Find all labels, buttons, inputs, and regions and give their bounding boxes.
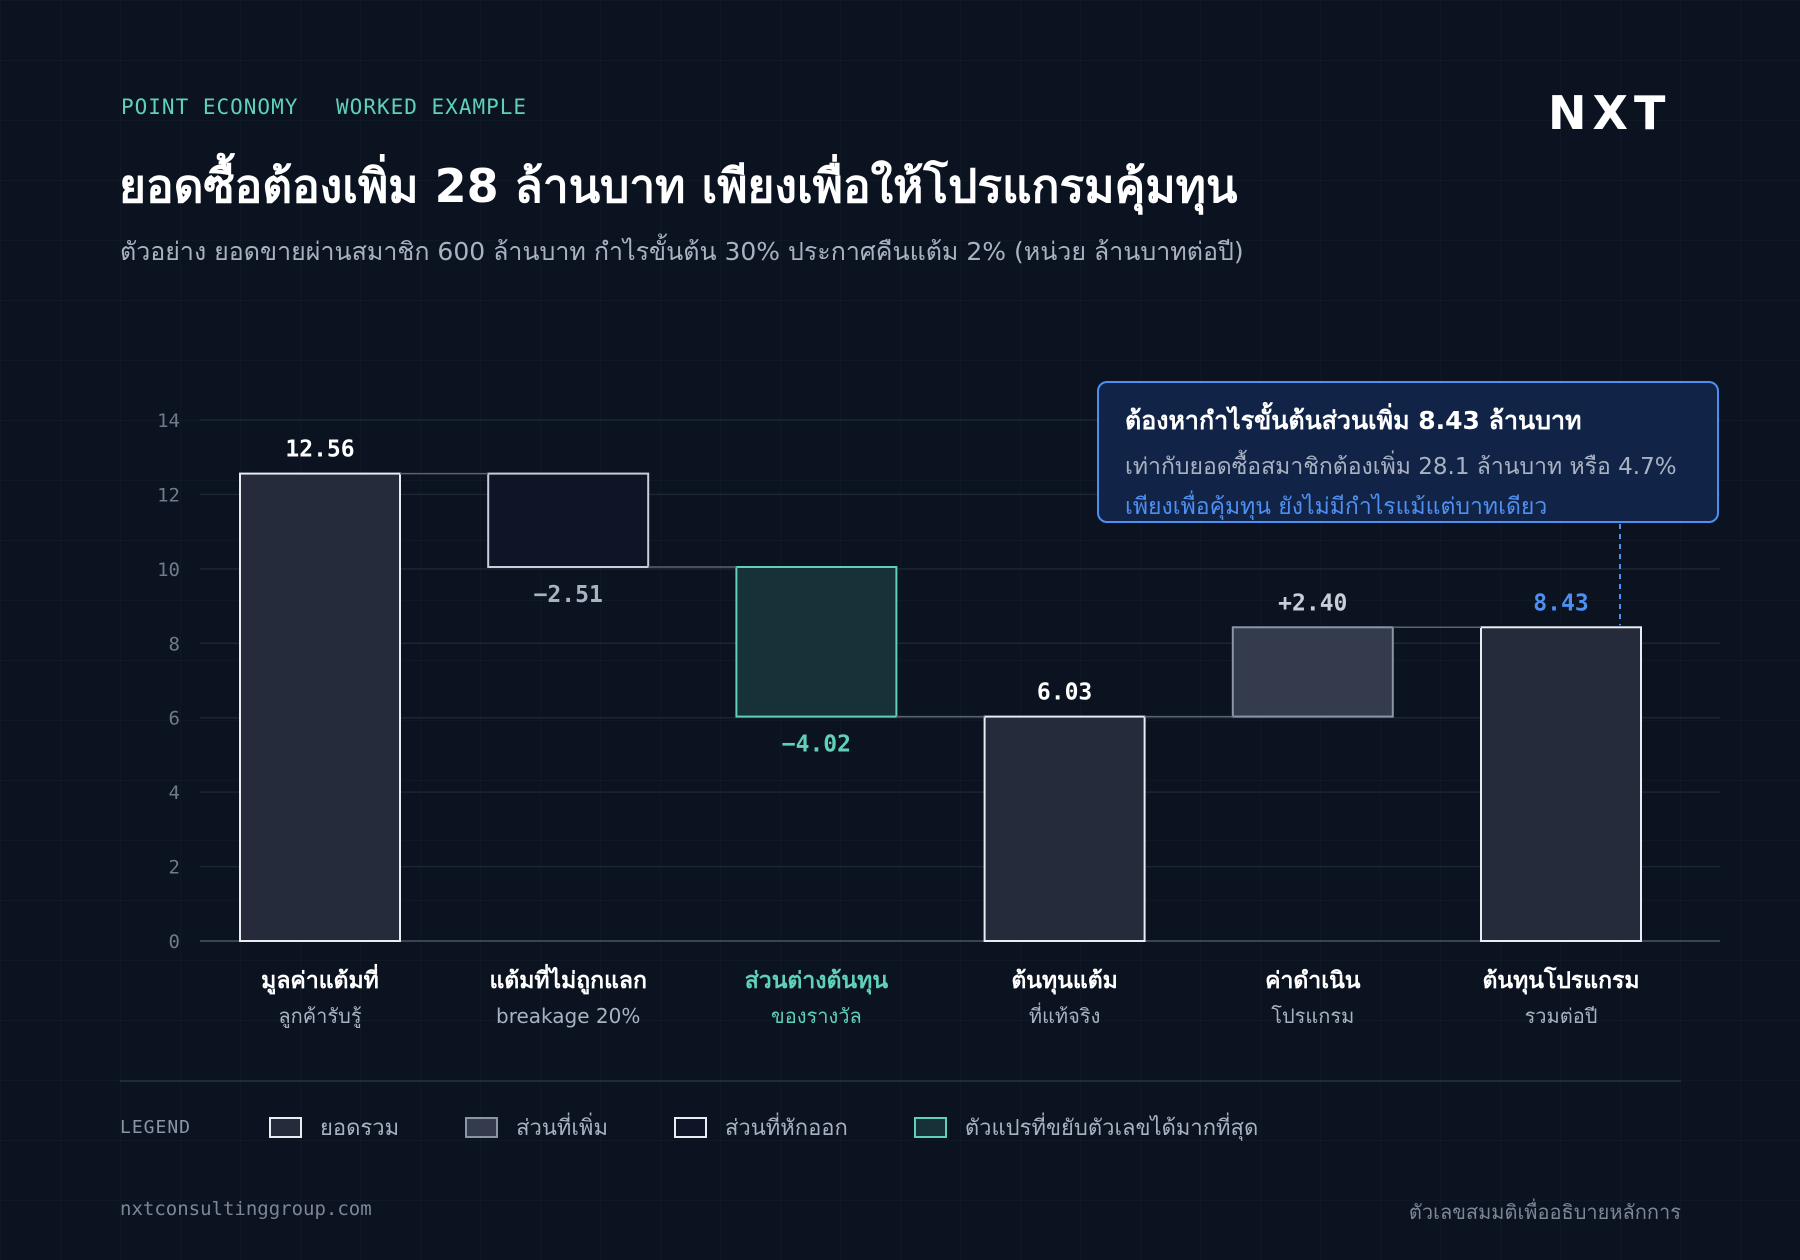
data-label: 6.03 — [1037, 680, 1092, 706]
callout-accent: เพียงเพื่อคุ้มทุน ยังไม่มีกำไรแม้แต่บาทเ… — [1125, 494, 1548, 520]
x-tick-label: แต้มที่ไม่ถูกแลก — [489, 963, 647, 995]
x-tick-sublabel: breakage 20% — [496, 1004, 640, 1028]
x-tick-sublabel: ลูกค้ารับรู้ — [278, 1004, 361, 1029]
data-label: 8.43 — [1533, 590, 1588, 616]
legend-text-decrease: ส่วนที่หักออก — [724, 1115, 848, 1141]
x-tick-label: ต้นทุนแต้ม — [1011, 968, 1117, 995]
y-tick-label: 8 — [169, 633, 180, 655]
y-tick-label: 4 — [169, 782, 180, 804]
y-tick-label: 0 — [169, 931, 180, 953]
y-tick-label: 2 — [169, 857, 180, 879]
data-label: +2.40 — [1278, 590, 1347, 616]
y-tick-label: 10 — [157, 559, 180, 581]
waterfall-chart: 0 2 4 6 8 10 12 14 12.56 มูลค่าแต้มที่ลูกค้ารับรู… — [157, 410, 1720, 1029]
legend-item-decrease: ส่วนที่หักออก — [673, 1110, 848, 1145]
eyebrow: POINT ECONOMY WORKED EXAMPLE — [121, 95, 527, 119]
legend: LEGEND ยอดรวม ส่วนที่เพิ่ม ส่วนที่หักออก… — [120, 1110, 1324, 1144]
footer-note: ตัวเลขสมมติเพื่ออธิบายหลักการ — [1408, 1200, 1681, 1224]
x-tick-sublabel: ของรางวัล — [771, 1004, 862, 1028]
bar — [487, 472, 650, 568]
x-tick-label: ต้นทุนโปรแกรม — [1482, 966, 1639, 995]
legend-text-highlight: ตัวแปรที่ขยับตัวเลขได้มากที่สุด — [964, 1115, 1259, 1141]
y-tick-label: 6 — [169, 708, 180, 730]
data-label: 12.56 — [285, 437, 354, 463]
legend-item-highlight: ตัวแปรที่ขยับตัวเลขได้มากที่สุด — [913, 1110, 1259, 1145]
footer-website: nxtconsultinggroup.com — [120, 1198, 372, 1220]
brand-logo: NXT — [1548, 86, 1672, 140]
x-tick-sublabel: รวมต่อปี — [1525, 1004, 1598, 1028]
y-tick-label: 12 — [157, 484, 180, 506]
bar — [1480, 626, 1642, 942]
legend-label: LEGEND — [120, 1116, 192, 1138]
x-tick-label: ค่าดำเนิน — [1265, 968, 1361, 994]
x-tick-label: ส่วนต่างต้นทุน — [745, 968, 889, 995]
x-tick-sublabel: ที่แท้จริง — [1029, 1002, 1100, 1028]
callout-detail: เท่ากับยอดซื้อสมาชิกต้องเพิ่ม 28.1 ล้านบ… — [1125, 454, 1677, 480]
legend-swatch-highlight — [913, 1116, 947, 1138]
legend-swatch-increase — [465, 1116, 499, 1138]
bar — [1231, 626, 1394, 718]
divider — [120, 1080, 1681, 1082]
page-subtitle: ตัวอย่าง ยอดขายผ่านสมาชิก 600 ล้านบาท กำ… — [120, 237, 1244, 266]
bar — [239, 472, 401, 942]
data-label: −2.51 — [534, 582, 603, 608]
eyebrow-secondary: WORKED EXAMPLE — [336, 95, 528, 119]
bar — [735, 565, 898, 718]
callout-box: ต้องหากำไรขั้นต้นส่วนเพิ่ม 8.43 ล้านบาท … — [1097, 381, 1719, 523]
callout-title: ต้องหากำไรขั้นต้นส่วนเพิ่ม 8.43 ล้านบาท — [1125, 406, 1582, 435]
legend-swatch-decrease — [673, 1116, 707, 1138]
legend-swatch-total — [269, 1116, 303, 1138]
legend-item-increase: ส่วนที่เพิ่ม — [465, 1110, 608, 1145]
bar — [983, 715, 1146, 942]
page-title: ยอดซื้อต้องเพิ่ม 28 ล้านบาท เพียงเพื่อให… — [119, 159, 1238, 213]
data-label: −4.02 — [782, 732, 851, 758]
x-tick-label: มูลค่าแต้มที่ — [261, 963, 379, 995]
eyebrow-primary: POINT ECONOMY — [121, 95, 299, 119]
legend-text-total: ยอดรวม — [320, 1115, 400, 1141]
y-tick-label: 14 — [157, 410, 180, 432]
legend-item-total: ยอดรวม — [269, 1110, 399, 1145]
legend-text-increase: ส่วนที่เพิ่ม — [516, 1115, 608, 1141]
x-tick-sublabel: โปรแกรม — [1271, 1004, 1354, 1028]
